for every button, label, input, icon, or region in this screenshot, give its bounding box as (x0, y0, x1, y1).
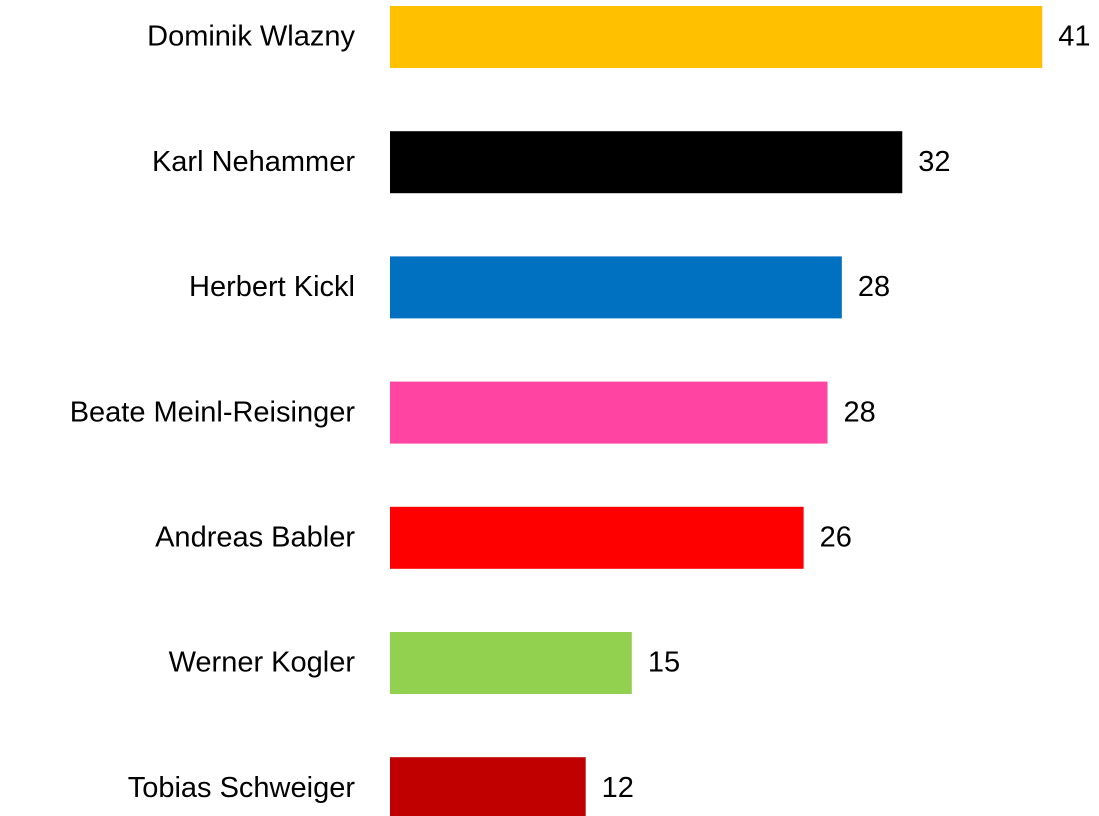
value-label: 28 (858, 271, 890, 303)
value-label: 32 (918, 146, 950, 178)
category-label: Beate Meinl-Reisinger (70, 396, 356, 428)
category-label: Andreas Babler (155, 521, 355, 553)
bar (390, 256, 842, 319)
value-label: 41 (1058, 21, 1090, 53)
value-label: 15 (648, 647, 680, 679)
value-label: 28 (844, 396, 876, 428)
bar (390, 6, 1043, 68)
bar (390, 632, 632, 694)
category-label: Karl Nehammer (152, 146, 355, 178)
bar (390, 131, 903, 194)
bar (390, 757, 586, 816)
bar (390, 506, 804, 569)
value-label: 26 (820, 521, 852, 553)
category-label: Werner Kogler (169, 647, 356, 679)
value-label: 12 (602, 772, 634, 804)
category-label: Tobias Schweiger (128, 772, 356, 804)
category-label: Herbert Kickl (189, 271, 355, 303)
category-label: Dominik Wlazny (147, 21, 355, 53)
bar (390, 381, 828, 444)
